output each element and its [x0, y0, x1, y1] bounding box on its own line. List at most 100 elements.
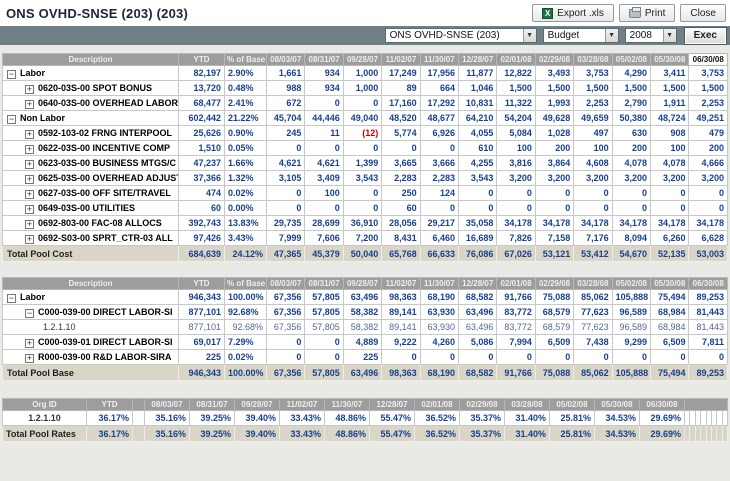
- expand-icon[interactable]: +: [25, 98, 34, 109]
- cell-value: 77,623: [573, 304, 613, 320]
- cell-ytd: 946,343: [178, 364, 225, 381]
- col-header-pct-of-base: % of Base: [224, 277, 267, 290]
- cell-value: 25.81%: [549, 425, 595, 442]
- cell-value: 98,363: [381, 289, 421, 305]
- expand-icon[interactable]: +: [25, 337, 34, 348]
- col-header-date: 06/30/08: [639, 398, 685, 411]
- export-xls-button[interactable]: X Export .xls: [532, 4, 614, 22]
- table-row: +0620-03S-00 SPOT BONUS 13,720 0.48% 988 934…: [2, 80, 728, 96]
- expand-icon[interactable]: +: [25, 233, 34, 244]
- cell-value: 33.43%: [279, 410, 325, 426]
- col-header-date: 11/02/07: [381, 277, 421, 290]
- cell-value: 4,078: [650, 155, 690, 171]
- row-description: − Labor: [2, 289, 179, 305]
- pool-rates-table: Org ID YTD 08/03/07 08/31/07 09/28/07 11/02/0…: [2, 398, 729, 442]
- col-header-date: 05/30/08: [650, 277, 690, 290]
- expand-icon[interactable]: +: [25, 173, 34, 184]
- cell-value: 0: [496, 349, 536, 365]
- cell-value: 8,094: [611, 230, 652, 246]
- collapse-icon[interactable]: −: [7, 113, 16, 124]
- table-row: +0692-803-00 FAC-08 ALLOCS 392,743 13.83% 2…: [2, 215, 728, 231]
- cell-value: 1,000: [342, 80, 383, 96]
- table-row: 1.2.1.10 877,101 92.68% 67,356 57,805 58,382 8…: [2, 319, 728, 335]
- cell-value: 479: [688, 125, 728, 141]
- row-description: +0692-803-00 FAC-08 ALLOCS: [2, 215, 179, 231]
- cell-ytd: 877,101: [178, 319, 225, 335]
- exec-button[interactable]: Exec: [683, 26, 728, 45]
- cell-value: 0: [265, 334, 306, 350]
- cell-value: 67,026: [496, 245, 536, 262]
- cell-pct-of-base: 2.90%: [224, 65, 267, 81]
- cell-value: 0: [611, 349, 652, 365]
- cell-value: 0: [304, 200, 344, 216]
- table-row: +0622-03S-00 INCENTIVE COMP 1,510 0.05% 0 0 0…: [2, 140, 728, 156]
- cell-value: 4,260: [419, 334, 460, 350]
- cell-value: 0: [496, 185, 536, 201]
- chevron-down-icon[interactable]: ▼: [604, 29, 618, 42]
- cell-value: 4,078: [611, 155, 652, 171]
- cell-value: 89,253: [688, 364, 728, 381]
- total-row: Total Pool Base 946,343 100.00% 67,356 57,80…: [2, 364, 728, 381]
- cell-value: 0: [573, 200, 613, 216]
- row-label: 0592-103-02 FRNG INTERPOOL: [38, 127, 173, 138]
- cell-ytd: 946,343: [178, 289, 225, 305]
- cell-value: 85,062: [573, 364, 613, 381]
- cell-value: 75,494: [650, 289, 690, 305]
- report-dropdown[interactable]: ONS OVHD-SNSE (203) ▼: [384, 28, 537, 43]
- cell-value: 1,000: [342, 65, 383, 81]
- scenario-dropdown[interactable]: Budget ▼: [542, 28, 619, 43]
- cell-value: 3,200: [573, 170, 613, 186]
- expand-icon[interactable]: +: [25, 218, 34, 229]
- table-row: +0627-03S-00 OFF SITE/TRAVEL 474 0.02% 0 100…: [2, 185, 728, 201]
- cell-value: 58,382: [342, 319, 383, 335]
- cell-ytd: 392,743: [178, 215, 225, 231]
- row-description: +0692-S03-00 SPRT_CTR-03 ALL: [2, 230, 179, 246]
- cell-pct-of-base: 100.00%: [224, 364, 267, 381]
- chevron-down-icon[interactable]: ▼: [662, 29, 676, 42]
- expand-icon[interactable]: +: [25, 83, 34, 94]
- expand-icon[interactable]: +: [25, 203, 34, 214]
- year-dropdown[interactable]: 2008 ▼: [624, 28, 677, 43]
- expand-icon[interactable]: +: [25, 128, 34, 139]
- cell-value: 0: [573, 185, 613, 201]
- cell-value: 34.53%: [594, 425, 640, 442]
- cell-value: 0: [304, 349, 344, 365]
- cell-value: 988: [265, 80, 306, 96]
- expand-icon[interactable]: +: [25, 352, 34, 363]
- cell-ytd: 69,017: [178, 334, 225, 350]
- chevron-down-icon[interactable]: ▼: [522, 29, 536, 42]
- expand-icon[interactable]: +: [25, 158, 34, 169]
- table-row: + R000-039-00 R&D LABOR-SIRA 225 0.02% 0 0 225…: [2, 349, 728, 365]
- close-button[interactable]: Close: [680, 4, 726, 22]
- total-row: Total Pool Rates 36.17% 35.16% 39.25% 39.40%…: [2, 425, 729, 442]
- collapse-icon[interactable]: −: [7, 292, 16, 303]
- cell-value: 33.43%: [279, 425, 325, 442]
- cell-value: 1,500: [534, 80, 575, 96]
- col-header-date: 11/30/07: [324, 398, 370, 411]
- collapse-icon[interactable]: −: [7, 68, 16, 79]
- cell-value: 1,500: [688, 80, 728, 96]
- cell-value: 672: [265, 95, 306, 111]
- cell-value: 7,999: [265, 230, 306, 246]
- expand-icon[interactable]: +: [25, 188, 34, 199]
- col-header-date: 08/31/07: [304, 53, 344, 66]
- cell-value: 45,704: [265, 110, 306, 126]
- cell-ytd: 36.17%: [86, 425, 133, 442]
- print-button[interactable]: Print: [618, 4, 676, 22]
- cell-value: 11: [304, 125, 344, 141]
- collapse-icon[interactable]: −: [25, 307, 34, 318]
- cell-value: 28,056: [381, 215, 421, 231]
- cell-value: 105,888: [611, 289, 652, 305]
- pool-base-table: Description YTD% of Base 08/03/07 08/31/07 0…: [2, 277, 728, 381]
- col-header-pct-of-base: % of Base: [224, 53, 267, 66]
- cell-value: 0: [342, 140, 383, 156]
- cell-value: 28,699: [304, 215, 344, 231]
- cell-value: 66,633: [419, 245, 460, 262]
- col-header-date: 05/02/08: [549, 398, 595, 411]
- expand-icon[interactable]: +: [25, 143, 34, 154]
- report-dropdown-value: ONS OVHD-SNSE (203): [389, 30, 500, 41]
- cell-value: 1,500: [611, 80, 652, 96]
- cell-value: 3,411: [650, 65, 690, 81]
- cell-value: 48.86%: [324, 425, 370, 442]
- cell-value: 0: [650, 200, 690, 216]
